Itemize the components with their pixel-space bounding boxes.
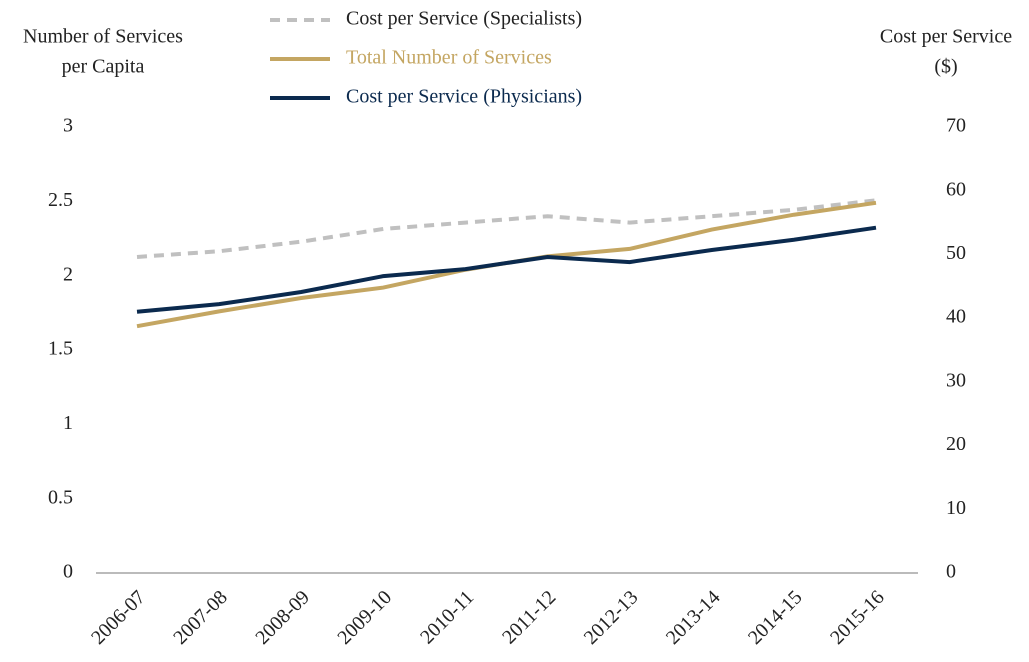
x-tick-label: 2012-13 [580, 586, 643, 649]
x-tick-label: 2015-16 [826, 586, 889, 649]
x-tick-label: 2011-12 [498, 586, 560, 648]
x-tick-label: 2008-09 [251, 586, 314, 649]
y2-tick-label: 30 [946, 369, 966, 391]
y-tick-label: 0 [63, 561, 73, 583]
y2-axis-label: ($) [934, 56, 957, 78]
legend-label: Cost per Service (Specialists) [346, 8, 582, 30]
y-tick-label: 1.5 [48, 338, 73, 360]
y2-tick-label: 0 [946, 561, 956, 583]
y2-tick-label: 50 [946, 242, 966, 264]
legend-label: Cost per Service (Physicians) [346, 86, 582, 108]
y-axis-label: Number of Services [23, 26, 183, 48]
y-axis-label: per Capita [62, 56, 145, 78]
x-tick-label: 2009-10 [333, 586, 396, 649]
legend-label: Total Number of Services [346, 47, 552, 69]
series-line [136, 225, 877, 314]
y-tick-label: 1 [63, 412, 73, 434]
y2-axis-label: Cost per Service [880, 26, 1012, 48]
y-tick-label: 2 [63, 263, 73, 285]
x-tick-label: 2010-11 [416, 586, 478, 648]
x-tick-label: 2013-14 [662, 586, 725, 649]
x-tick-label: 2014-15 [744, 586, 807, 649]
y-tick-label: 2.5 [48, 189, 73, 211]
y2-tick-label: 40 [946, 306, 966, 328]
x-tick-label: 2007-08 [169, 586, 232, 649]
y2-tick-label: 10 [946, 497, 966, 519]
y2-tick-label: 70 [946, 115, 966, 137]
x-tick-label: 2006-07 [87, 586, 150, 649]
y-tick-label: 0.5 [48, 486, 73, 508]
y2-tick-label: 20 [946, 433, 966, 455]
y2-tick-label: 60 [946, 178, 966, 200]
y-tick-label: 3 [63, 115, 73, 137]
series-line [136, 198, 877, 259]
